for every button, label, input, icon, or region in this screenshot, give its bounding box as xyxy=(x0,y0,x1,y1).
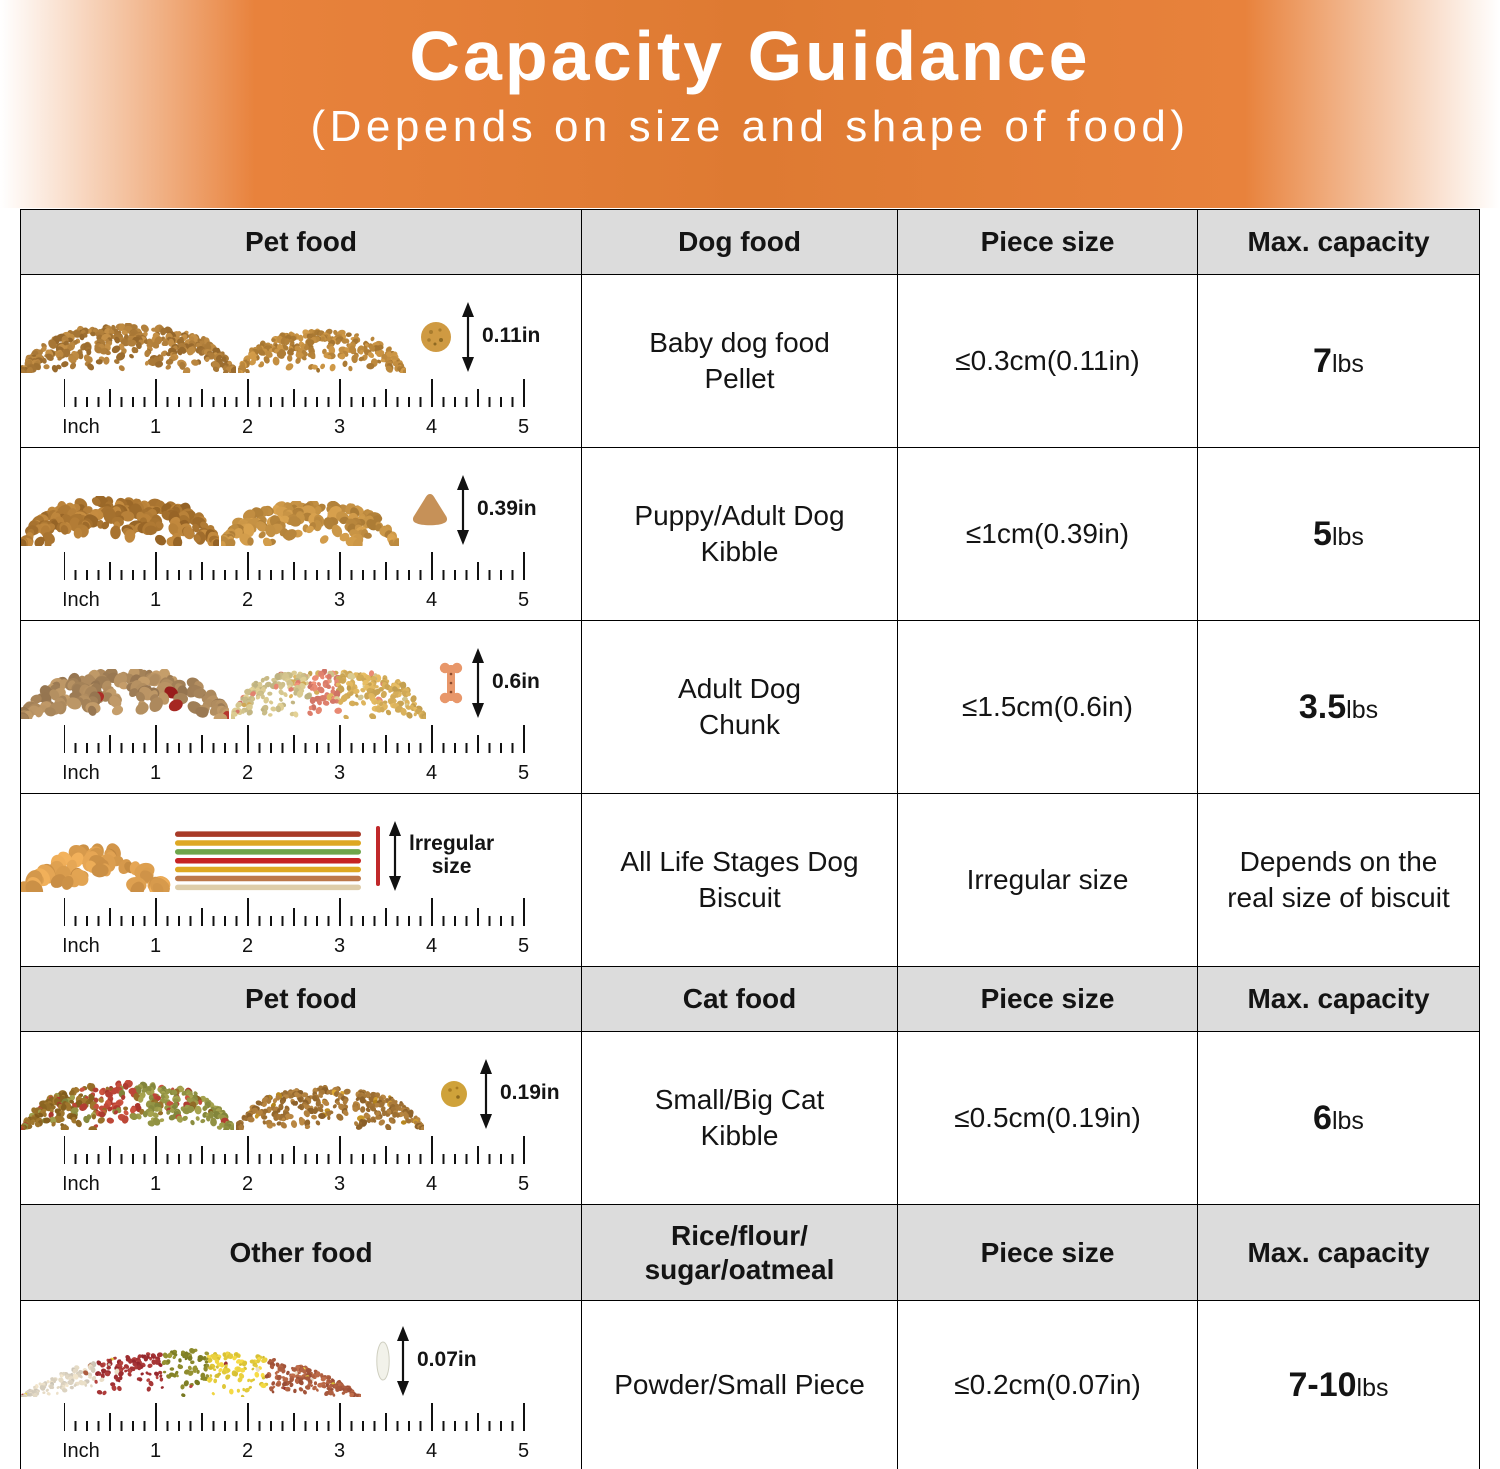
svg-text:4: 4 xyxy=(426,1440,437,1459)
svg-text:5: 5 xyxy=(518,935,529,954)
svg-text:3: 3 xyxy=(334,1440,345,1459)
svg-text:5: 5 xyxy=(518,762,529,781)
svg-text:4: 4 xyxy=(426,1173,437,1192)
svg-text:4: 4 xyxy=(426,935,437,954)
svg-text:5: 5 xyxy=(518,589,529,608)
svg-text:1: 1 xyxy=(150,1440,161,1459)
svg-text:1: 1 xyxy=(150,416,161,435)
svg-text:2: 2 xyxy=(242,1440,253,1459)
svg-text:Inch: Inch xyxy=(64,589,100,608)
svg-text:1: 1 xyxy=(150,589,161,608)
svg-text:4: 4 xyxy=(426,762,437,781)
svg-text:2: 2 xyxy=(242,589,253,608)
svg-text:1: 1 xyxy=(150,935,161,954)
svg-text:2: 2 xyxy=(242,935,253,954)
svg-text:2: 2 xyxy=(242,762,253,781)
svg-text:4: 4 xyxy=(426,416,437,435)
svg-text:3: 3 xyxy=(334,416,345,435)
svg-text:2: 2 xyxy=(242,416,253,435)
svg-text:5: 5 xyxy=(518,1440,529,1459)
svg-text:Inch: Inch xyxy=(64,1440,100,1459)
svg-text:3: 3 xyxy=(334,589,345,608)
svg-text:Inch: Inch xyxy=(64,762,100,781)
svg-text:Inch: Inch xyxy=(64,416,100,435)
svg-text:3: 3 xyxy=(334,1173,345,1192)
svg-text:2: 2 xyxy=(242,1173,253,1192)
svg-text:4: 4 xyxy=(426,589,437,608)
svg-text:3: 3 xyxy=(334,762,345,781)
svg-text:3: 3 xyxy=(334,935,345,954)
svg-text:Inch: Inch xyxy=(64,1173,100,1192)
svg-text:1: 1 xyxy=(150,1173,161,1192)
svg-text:5: 5 xyxy=(518,1173,529,1192)
svg-text:Inch: Inch xyxy=(64,935,100,954)
svg-text:5: 5 xyxy=(518,416,529,435)
svg-text:1: 1 xyxy=(150,762,161,781)
